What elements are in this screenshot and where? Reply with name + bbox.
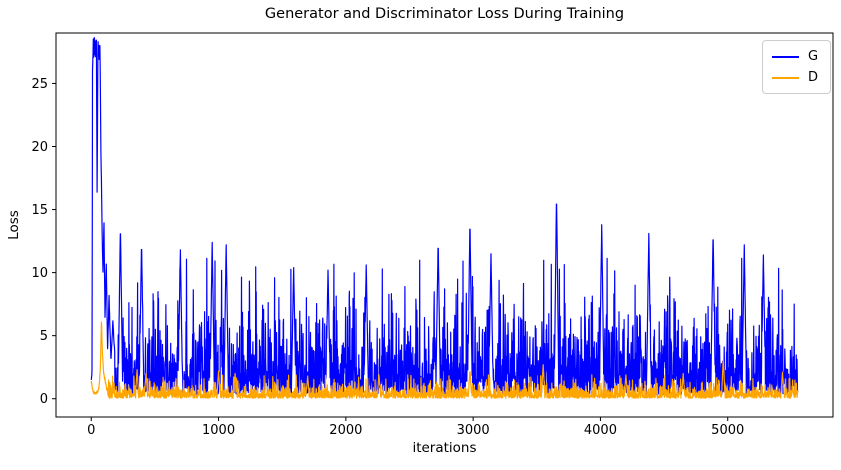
legend-label-g: G — [808, 49, 819, 64]
axes-frame — [55, 32, 834, 418]
y-tick-label: 15 — [31, 203, 48, 218]
x-tick-label: 0 — [87, 423, 95, 438]
chart-title: Generator and Discriminator Loss During … — [264, 6, 625, 22]
x-tick-label: 5000 — [711, 423, 744, 438]
x-tick-label: 3000 — [457, 423, 490, 438]
x-tick-label: 2000 — [329, 423, 362, 438]
y-tick-label: 20 — [31, 140, 48, 155]
legend: G D — [762, 40, 831, 94]
y-tick-label: 5 — [40, 329, 48, 344]
y-tick-label: 10 — [31, 266, 48, 281]
legend-entry-g: G — [772, 46, 822, 67]
x-axis-label: iterations — [412, 440, 477, 456]
legend-line-d — [772, 76, 799, 79]
legend-entry-d: D — [772, 67, 822, 88]
x-tick-label: 1000 — [202, 423, 235, 438]
loss-line-d — [90, 321, 799, 399]
x-tick-label: 4000 — [584, 423, 617, 438]
y-tick-label: 25 — [31, 77, 48, 92]
y-axis-label: Loss — [6, 210, 22, 240]
loss-line-g — [90, 36, 799, 395]
legend-line-g — [772, 55, 799, 58]
y-tick-label: 0 — [40, 392, 48, 407]
legend-label-d: D — [808, 70, 819, 85]
